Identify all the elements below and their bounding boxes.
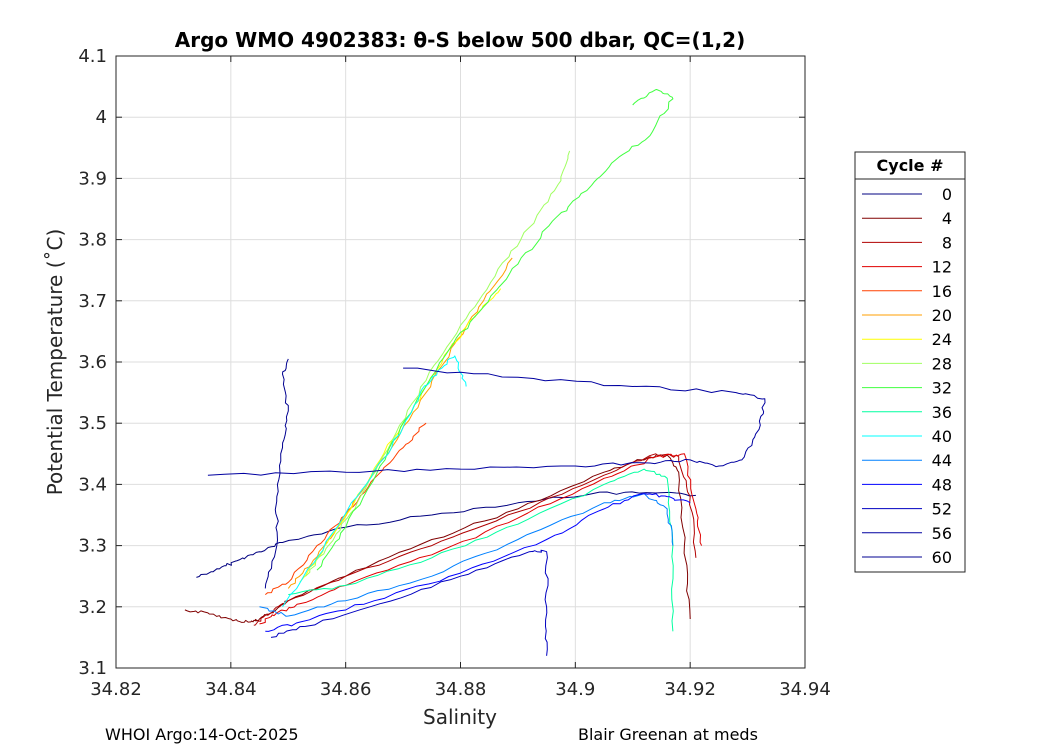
- legend-label-cycle-32: 32: [932, 379, 952, 398]
- legend-label-cycle-44: 44: [932, 451, 952, 470]
- y-tick-label: 3.9: [78, 168, 107, 189]
- x-tick-label: 34.92: [664, 679, 716, 700]
- x-tick-label: 34.88: [435, 679, 487, 700]
- legend-label-cycle-36: 36: [932, 403, 952, 422]
- x-tick-label: 34.82: [90, 679, 142, 700]
- y-tick-label: 3.6: [78, 352, 107, 373]
- legend-label-cycle-16: 16: [932, 282, 952, 301]
- series-line-cycle-32: [316, 89, 674, 571]
- footer-right-label: Blair Greenan at meds: [578, 725, 758, 744]
- y-tick-label: 3.3: [78, 536, 107, 557]
- y-axis-ticks: 3.1 3.2 3.3 3.4 3.5 3.6 3.7 3.8 3.9 4 4.1: [78, 46, 805, 679]
- series-line-cycle-44: [259, 493, 674, 617]
- legend-label-cycle-0: 0: [942, 185, 952, 204]
- x-axis-ticks: 34.82 34.84 34.86 34.88 34.9 34.92 34.94: [90, 56, 831, 700]
- y-tick-label: 3.2: [78, 597, 107, 618]
- legend-label-cycle-4: 4: [942, 209, 952, 228]
- y-gridlines: [116, 116, 805, 608]
- legend-label-cycle-20: 20: [932, 306, 952, 325]
- y-tick-label: 3.8: [78, 230, 107, 251]
- series-line-cycle-60: [264, 358, 289, 589]
- y-tick-label: 3.4: [78, 474, 107, 495]
- legend-label-cycle-24: 24: [932, 330, 952, 349]
- y-tick-label: 3.1: [78, 658, 107, 679]
- legend-label-cycle-28: 28: [932, 354, 952, 373]
- x-tick-label: 34.84: [205, 679, 257, 700]
- legend-title: Cycle #: [877, 156, 944, 175]
- legend-label-cycle-40: 40: [932, 427, 952, 446]
- legend-box: [854, 151, 966, 573]
- footer-left-label: WHOI Argo:14-Oct-2025: [105, 725, 299, 744]
- series-line-cycle-12: [259, 453, 703, 625]
- y-tick-label: 4.1: [78, 46, 107, 67]
- y-tick-label: 3.5: [78, 413, 107, 434]
- series-line-cycle-40: [282, 355, 467, 608]
- legend-label-cycle-52: 52: [932, 500, 952, 519]
- legend-label-cycle-56: 56: [932, 524, 952, 543]
- chart-title: Argo WMO 4902383: θ-S below 500 dbar, QC…: [175, 28, 745, 52]
- legend-label-cycle-60: 60: [932, 548, 952, 567]
- legend-label-cycle-8: 8: [942, 233, 952, 252]
- series-line-cycle-8: [253, 453, 697, 626]
- series-line-cycle-56: [207, 367, 766, 476]
- y-tick-label: 4: [96, 107, 107, 128]
- series-line-cycle-28: [305, 150, 571, 577]
- plot-area: 34.82 34.84 34.86 34.88 34.9 34.92 34.94 3.13.…: [78, 46, 830, 700]
- y-tick-label: 3.7: [78, 291, 107, 312]
- legend-label-cycle-12: 12: [932, 258, 952, 277]
- series-line-cycle-48: [265, 493, 691, 632]
- series-layer: [184, 89, 766, 656]
- x-tick-label: 34.94: [779, 679, 831, 700]
- x-tick-label: 34.9: [555, 679, 595, 700]
- y-axis-label: Potential Temperature (˚C): [43, 229, 67, 496]
- x-axis-label: Salinity: [423, 705, 497, 729]
- legend-label-cycle-48: 48: [932, 475, 952, 494]
- series-line-cycle-52: [270, 549, 549, 656]
- series-line-cycle-4: [184, 454, 691, 623]
- x-tick-label: 34.86: [320, 679, 372, 700]
